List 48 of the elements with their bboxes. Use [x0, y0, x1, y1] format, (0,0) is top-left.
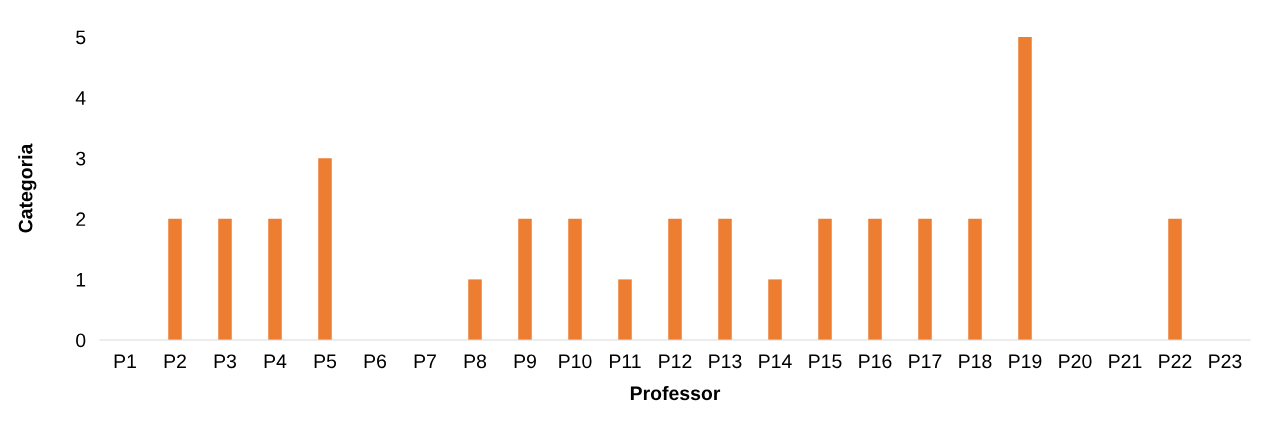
y-tick-label: 2 [76, 212, 86, 226]
x-axis-title: Professor [630, 385, 721, 401]
x-tick-label: P17 [909, 354, 942, 368]
x-tick-label: P19 [1009, 354, 1042, 369]
x-tick-label: P1 [114, 354, 136, 368]
bar [668, 218, 682, 340]
bar [968, 218, 982, 340]
x-tick-label: P10 [559, 354, 592, 369]
x-tick-label: P20 [1059, 354, 1092, 369]
y-tick-label: 0 [76, 333, 86, 348]
bar [568, 218, 582, 340]
bar [1018, 37, 1032, 340]
x-tick-label: P5 [314, 354, 337, 369]
x-tick-label: P18 [959, 354, 992, 369]
y-tick-label: 1 [76, 273, 86, 287]
x-tick-label: P15 [809, 354, 842, 369]
bar [318, 158, 332, 340]
x-tick-label: P21 [1109, 354, 1142, 368]
y-tick-label: 3 [76, 151, 86, 166]
x-tick-label: P7 [414, 354, 436, 368]
bar [218, 218, 232, 340]
x-tick-label: P4 [264, 354, 287, 368]
x-tick-label: P11 [610, 354, 641, 368]
x-tick-label: P22 [1159, 354, 1192, 368]
bar [718, 218, 732, 340]
x-tick-label: P8 [464, 354, 487, 369]
x-tick-label: P14 [759, 354, 792, 368]
bar [768, 279, 782, 340]
bar [468, 279, 482, 340]
x-tick-label: P3 [214, 354, 237, 369]
x-tick-label: P6 [364, 354, 387, 369]
x-tick-label: P12 [659, 354, 692, 368]
bar [818, 218, 832, 340]
bar [268, 218, 282, 340]
x-tick-label: P23 [1209, 354, 1242, 369]
y-tick-label: 4 [75, 91, 86, 105]
bar [1168, 218, 1182, 340]
x-tick-label: P2 [164, 354, 186, 368]
y-axis-title: Categoria [18, 143, 37, 233]
y-tick-label: 5 [76, 30, 86, 45]
bar [868, 218, 882, 340]
x-tick-label: P9 [514, 354, 536, 369]
bar [618, 279, 632, 340]
x-tick-label: P16 [859, 354, 892, 369]
x-tick-label: P13 [709, 354, 742, 369]
bar [918, 218, 932, 340]
bar [168, 218, 182, 340]
bar [518, 218, 532, 340]
